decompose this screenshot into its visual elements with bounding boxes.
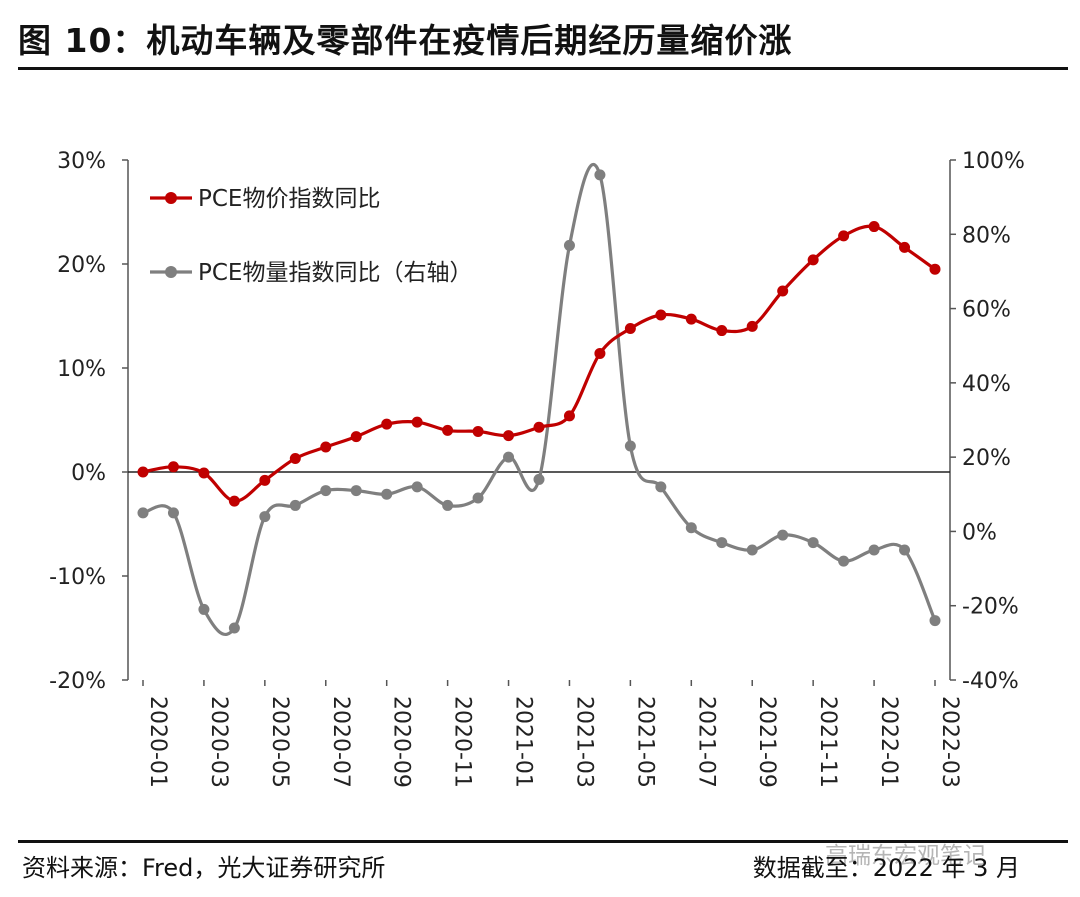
- x-tick-label: 2022-01: [876, 696, 901, 788]
- data-point-price: [289, 452, 301, 464]
- data-point-price: [655, 309, 667, 321]
- data-point-volume: [381, 488, 393, 500]
- dual-axis-line-chart: -20% -10% 0% 10% 20% 30% -40% -20% 0% 20% 40% 60% 80…: [49, 149, 1025, 788]
- legend-marker-price: [165, 192, 177, 204]
- data-point-price: [503, 430, 515, 442]
- data-point-price: [320, 441, 332, 453]
- data-point-price: [228, 495, 240, 507]
- data-point-price: [807, 254, 819, 266]
- x-tick-label: 2020-03: [206, 696, 231, 788]
- data-point-volume: [563, 239, 575, 251]
- data-point-price: [929, 263, 941, 275]
- x-tick-label: 2020-01: [145, 696, 170, 788]
- data-point-price: [198, 467, 210, 479]
- title-divider: [18, 67, 1068, 70]
- right-tick-label: 100%: [962, 149, 1025, 174]
- x-tick-label: 2021-07: [693, 696, 718, 788]
- chart-title: 图 10：机动车辆及零部件在疫情后期经历量缩价涨: [18, 21, 793, 60]
- data-point-price: [167, 461, 179, 473]
- data-point-volume: [685, 522, 697, 534]
- data-point-volume: [472, 492, 484, 504]
- data-point-volume: [411, 481, 423, 493]
- x-tick-label: 2021-09: [754, 696, 779, 788]
- data-point-volume: [137, 507, 149, 519]
- x-tick-label: 2021-03: [571, 696, 596, 788]
- series-line-volume: [142, 163, 937, 636]
- data-point-volume: [716, 537, 728, 549]
- right-tick-label: -40%: [962, 669, 1019, 694]
- x-tick-label: 2021-11: [815, 696, 840, 788]
- data-point-price: [868, 221, 880, 233]
- x-tick-label: 2022-03: [937, 696, 962, 788]
- left-tick-label: -10%: [49, 565, 106, 590]
- data-point-price: [746, 320, 758, 332]
- data-point-volume: [259, 511, 271, 523]
- data-point-price: [716, 325, 728, 337]
- data-point-price: [472, 425, 484, 437]
- data-point-volume: [838, 555, 850, 567]
- data-point-price: [533, 421, 545, 433]
- right-tick-label: 60%: [962, 298, 1011, 323]
- left-tick-label: 30%: [57, 149, 106, 174]
- data-point-price: [594, 347, 606, 359]
- x-tick-label: 2020-07: [328, 696, 353, 788]
- data-point-volume: [777, 529, 789, 541]
- x-tick-label: 2020-05: [267, 696, 292, 788]
- data-point-volume: [655, 481, 667, 493]
- data-point-volume: [746, 544, 758, 556]
- source-note: 资料来源：Fred，光大证券研究所: [22, 854, 386, 882]
- data-point-volume: [624, 440, 636, 452]
- data-point-price: [411, 416, 423, 428]
- data-point-price: [685, 313, 697, 325]
- watermark: 高瑞东宏观笔记: [825, 843, 986, 869]
- x-tick-label: 2020-09: [389, 696, 414, 788]
- data-point-price: [777, 285, 789, 297]
- data-point-price: [381, 418, 393, 430]
- data-point-volume: [868, 544, 880, 556]
- legend-label-price: PCE物价指数同比: [198, 186, 380, 212]
- data-point-volume: [228, 622, 240, 634]
- data-point-price: [442, 424, 454, 436]
- data-point-price: [899, 241, 911, 253]
- right-tick-label: 80%: [962, 223, 1011, 248]
- x-tick-label: 2021-05: [632, 696, 657, 788]
- data-point-volume: [442, 499, 454, 511]
- data-point-price: [563, 410, 575, 422]
- legend-label-volume: PCE物量指数同比（右轴）: [198, 260, 472, 286]
- data-point-price: [259, 474, 271, 486]
- footer-divider: [18, 840, 1068, 843]
- data-point-volume: [289, 499, 301, 511]
- legend-marker-volume: [165, 266, 177, 278]
- data-point-price: [137, 466, 149, 478]
- data-point-volume: [594, 169, 606, 181]
- right-tick-label: 20%: [962, 446, 1011, 471]
- data-point-volume: [350, 485, 362, 497]
- x-tick-label: 2020-11: [450, 696, 475, 788]
- left-tick-label: 0%: [71, 461, 106, 486]
- left-tick-label: -20%: [49, 669, 106, 694]
- data-point-volume: [167, 507, 179, 519]
- data-point-volume: [807, 537, 819, 549]
- data-point-volume: [533, 473, 545, 485]
- right-tick-label: 0%: [962, 520, 997, 545]
- right-tick-label: 40%: [962, 372, 1011, 397]
- data-as-of-note: 数据截至：2022 年 3 月: [752, 854, 1020, 882]
- left-tick-label: 20%: [57, 253, 106, 278]
- data-point-price: [838, 230, 850, 242]
- data-point-price: [350, 431, 362, 443]
- right-tick-label: -20%: [962, 595, 1019, 620]
- data-point-volume: [899, 544, 911, 556]
- x-tick-label: 2021-01: [511, 696, 536, 788]
- data-point-volume: [929, 615, 941, 627]
- data-point-volume: [503, 451, 515, 463]
- data-point-volume: [198, 603, 210, 615]
- data-point-price: [624, 322, 636, 334]
- data-point-volume: [320, 485, 332, 497]
- left-tick-label: 10%: [57, 357, 106, 382]
